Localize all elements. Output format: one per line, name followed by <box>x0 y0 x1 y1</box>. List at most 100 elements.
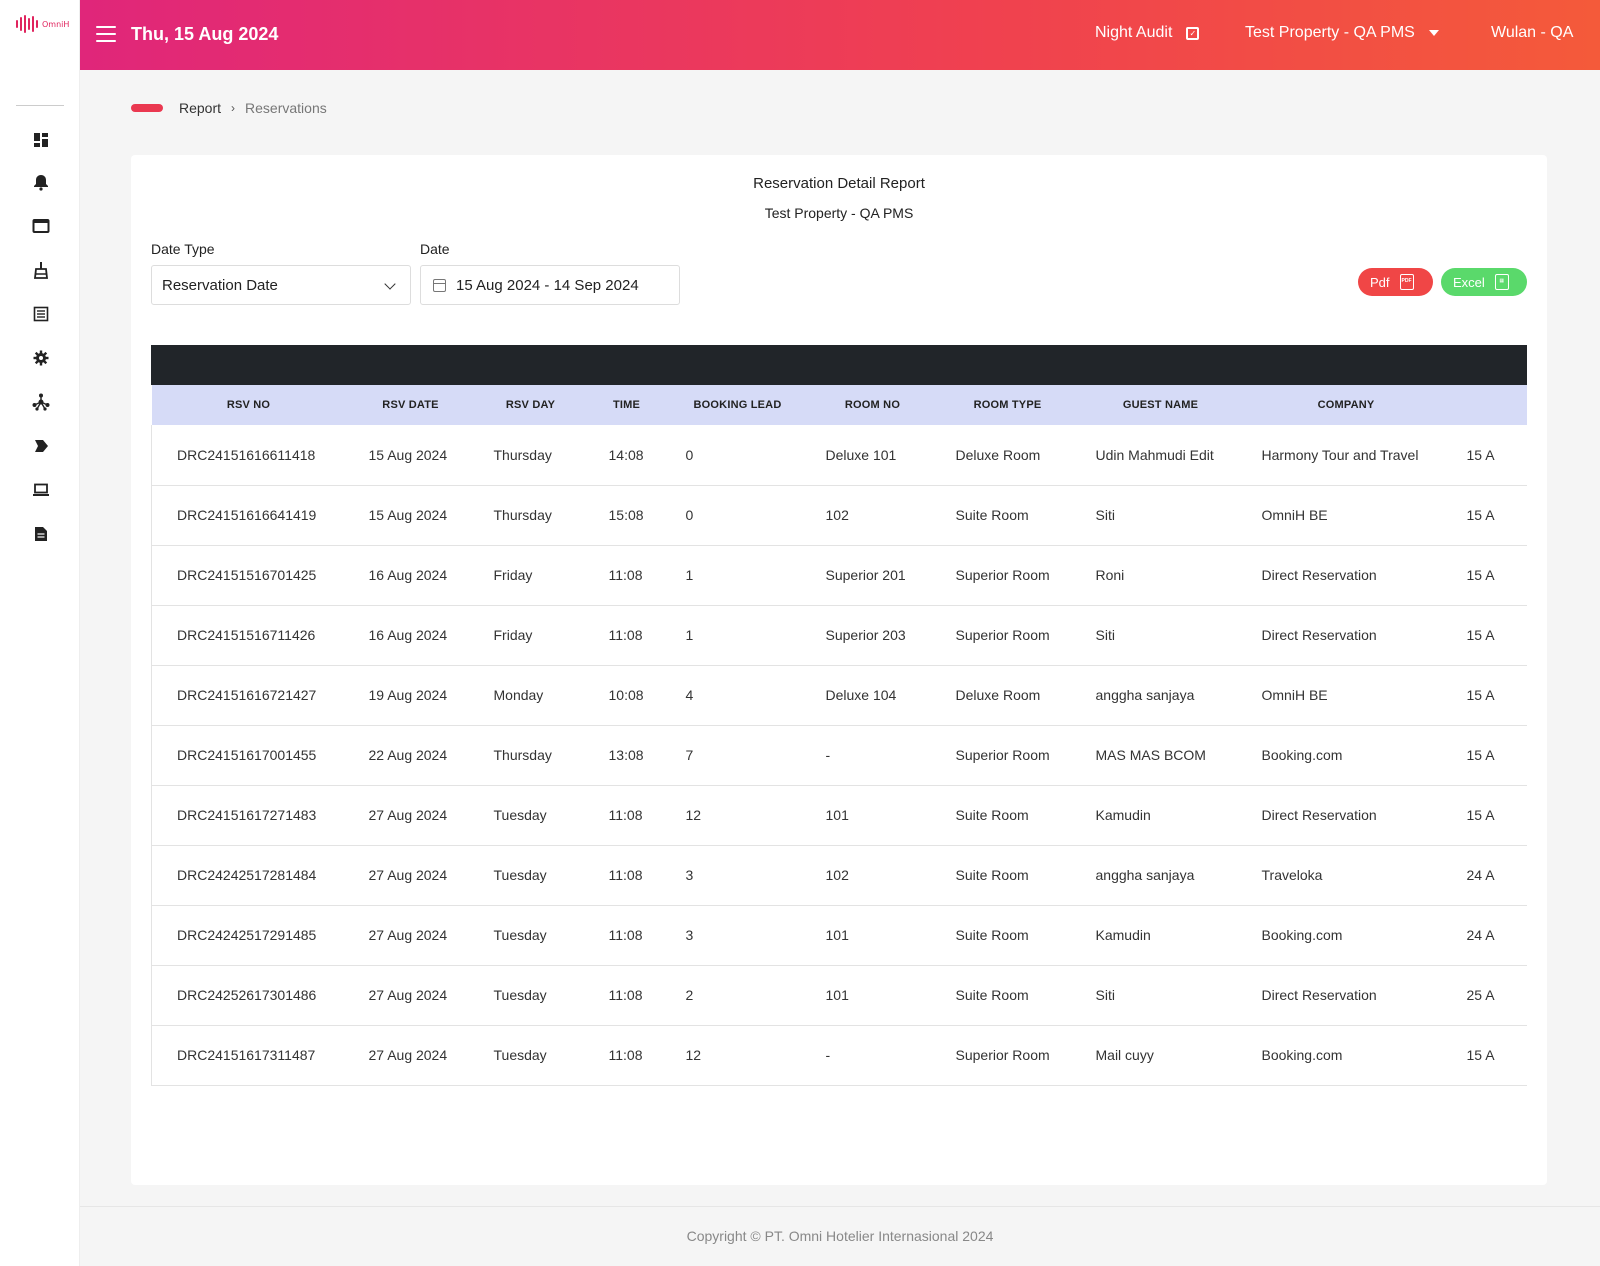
column-header[interactable] <box>1448 385 1527 425</box>
sidebar: OmniH <box>0 0 80 1266</box>
reservation-table: RSV NO RSV DATE RSV DAY TIME BOOKING LEAD ROO… <box>151 385 1527 1086</box>
table-cell: - <box>807 1025 938 1086</box>
column-header[interactable]: TIME <box>585 385 668 425</box>
table-cell: 12 <box>667 1025 808 1086</box>
table-row[interactable]: DRC24252617301486 27 Aug 2024 Tuesday 11:08… <box>151 965 1527 1026</box>
column-header[interactable]: RSV NO <box>151 385 346 425</box>
table-body: DRC24151616611418 15 Aug 2024 Thursday 14:0… <box>151 425 1527 1086</box>
column-header[interactable]: GUEST NAME <box>1077 385 1244 425</box>
user-menu[interactable]: Wulan - QA <box>1491 24 1574 41</box>
table-row[interactable]: DRC24151616641419 15 Aug 2024 Thursday 15:0… <box>151 485 1527 546</box>
table-cell: 11:08 <box>585 545 668 606</box>
table-cell: Suite Room <box>937 965 1078 1026</box>
table-row[interactable]: DRC24151617271483 27 Aug 2024 Tuesday 11:08… <box>151 785 1527 846</box>
table-row[interactable]: DRC24151516711426 16 Aug 2024 Friday 11:08 1… <box>151 605 1527 666</box>
table-cell: 15 A <box>1448 545 1527 606</box>
column-header[interactable]: RSV DAY <box>475 385 586 425</box>
table-cell: Tuesday <box>475 1025 586 1086</box>
table-row[interactable]: DRC24151616721427 19 Aug 2024 Monday 10:08 4… <box>151 665 1527 726</box>
table-cell: Tuesday <box>475 905 586 966</box>
table-cell: DRC24151516701425 <box>151 545 346 606</box>
list-icon[interactable] <box>30 303 52 325</box>
table-cell: 4 <box>667 665 808 726</box>
table-cell: 10:08 <box>585 665 668 726</box>
export-pdf-button[interactable]: Pdf PDF <box>1358 268 1433 296</box>
table-cell: Mail cuyy <box>1077 1025 1244 1086</box>
table-cell: Friday <box>475 545 586 606</box>
table-cell: 15 A <box>1448 665 1527 726</box>
table-cell: DRC24242517281484 <box>151 845 346 906</box>
chevron-right-icon: › <box>231 101 236 115</box>
menu-icon[interactable] <box>96 26 116 42</box>
breadcrumb-current: Reservations <box>245 100 327 116</box>
table-cell: Tuesday <box>475 785 586 846</box>
table-cell: 101 <box>807 785 938 846</box>
table-cell: 19 Aug 2024 <box>345 665 476 726</box>
table-cell: 27 Aug 2024 <box>345 785 476 846</box>
table-cell: Thursday <box>475 425 586 486</box>
breadcrumb-marker <box>131 104 163 112</box>
gear-icon[interactable] <box>30 347 52 369</box>
table-row[interactable]: DRC24151617001455 22 Aug 2024 Thursday 13:0… <box>151 725 1527 786</box>
reservation-table-container[interactable]: RSV NO RSV DATE RSV DAY TIME BOOKING LEAD ROO… <box>151 345 1527 1087</box>
network-icon[interactable] <box>30 391 52 413</box>
table-cell: OmniH BE <box>1243 665 1449 726</box>
export-excel-button[interactable]: Excel ▦ <box>1441 268 1527 296</box>
table-row[interactable]: DRC24151617311487 27 Aug 2024 Tuesday 11:08… <box>151 1025 1527 1086</box>
property-name: Test Property - QA PMS <box>1245 24 1415 41</box>
column-header[interactable]: ROOM NO <box>807 385 938 425</box>
table-cell: Friday <box>475 605 586 666</box>
night-audit-label: Night Audit <box>1095 24 1173 41</box>
table-cell: 15 A <box>1448 605 1527 666</box>
table-cell: Monday <box>475 665 586 726</box>
date-label: Date <box>420 241 450 257</box>
date-type-select[interactable]: Reservation Date <box>151 265 411 305</box>
table-cell: 0 <box>667 485 808 546</box>
table-cell: 27 Aug 2024 <box>345 1025 476 1086</box>
table-cell: Siti <box>1077 965 1244 1026</box>
table-row[interactable]: DRC24151616611418 15 Aug 2024 Thursday 14:0… <box>151 425 1527 486</box>
column-header[interactable]: BOOKING LEAD <box>667 385 808 425</box>
report-card: Reservation Detail Report Test Property … <box>131 155 1547 1185</box>
table-cell: DRC24151617271483 <box>151 785 346 846</box>
table-cell: 15 A <box>1448 785 1527 846</box>
laptop-icon[interactable] <box>30 479 52 501</box>
chevron-down-icon <box>384 278 396 290</box>
table-cell: Deluxe 101 <box>807 425 938 486</box>
date-range-picker[interactable]: 15 Aug 2024 - 14 Sep 2024 <box>420 265 680 305</box>
table-cell: 2 <box>667 965 808 1026</box>
night-audit-button[interactable]: Night Audit ✓ <box>1095 24 1200 42</box>
table-cell: 22 Aug 2024 <box>345 725 476 786</box>
broom-icon[interactable] <box>30 259 52 281</box>
caret-down-icon <box>1428 30 1439 36</box>
table-cell: Kamudin <box>1077 905 1244 966</box>
table-cell: - <box>807 725 938 786</box>
table-cell: 24 A <box>1448 845 1527 906</box>
table-cell: 11:08 <box>585 965 668 1026</box>
bell-icon[interactable] <box>30 171 52 193</box>
table-row[interactable]: DRC24242517291485 27 Aug 2024 Tuesday 11:08… <box>151 905 1527 966</box>
column-header[interactable]: RSV DATE <box>345 385 476 425</box>
table-row[interactable]: DRC24242517281484 27 Aug 2024 Tuesday 11:08… <box>151 845 1527 906</box>
tag-icon[interactable] <box>30 435 52 457</box>
report-title: Reservation Detail Report <box>753 175 925 192</box>
window-icon[interactable] <box>30 215 52 237</box>
table-cell: Direct Reservation <box>1243 785 1449 846</box>
calendar-check-icon: ✓ <box>1186 26 1200 40</box>
table-cell: Superior Room <box>937 1025 1078 1086</box>
property-dropdown[interactable]: Test Property - QA PMS <box>1245 24 1439 42</box>
table-cell: Thursday <box>475 725 586 786</box>
table-cell: 11:08 <box>585 785 668 846</box>
date-type-value: Reservation Date <box>162 276 278 294</box>
omnih-logo[interactable]: OmniH <box>16 14 69 34</box>
table-cell: 3 <box>667 845 808 906</box>
table-row[interactable]: DRC24151516701425 16 Aug 2024 Friday 11:08 1… <box>151 545 1527 606</box>
report-icon[interactable] <box>30 523 52 545</box>
table-cell: Suite Room <box>937 905 1078 966</box>
table-cell: Thursday <box>475 485 586 546</box>
breadcrumb-report-link[interactable]: Report <box>179 100 222 116</box>
column-header[interactable]: COMPANY <box>1243 385 1449 425</box>
column-header[interactable]: ROOM TYPE <box>937 385 1078 425</box>
dashboard-icon[interactable] <box>30 129 52 151</box>
table-cell: Tuesday <box>475 965 586 1026</box>
